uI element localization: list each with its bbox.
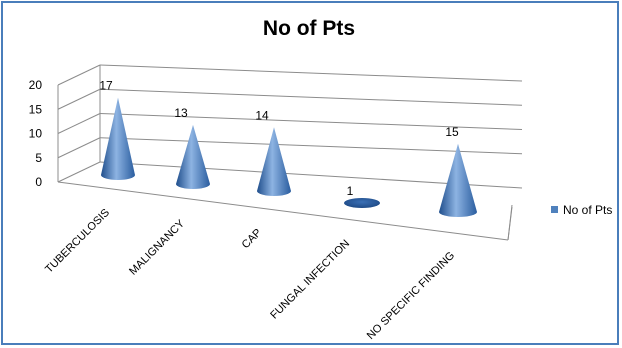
y-tick-label: 20	[29, 78, 43, 92]
gridline	[99, 113, 523, 130]
data-label: 1	[347, 184, 354, 198]
legend-label: No of Pts	[563, 203, 612, 217]
y-tick-label: 0	[35, 175, 42, 189]
data-label: 15	[445, 125, 459, 139]
x-tick-label: FUNGAL INFECTION	[268, 238, 352, 322]
floor-right-edge-2	[507, 206, 513, 241]
gridline	[99, 88, 523, 106]
gridline	[99, 64, 523, 82]
cone-bar	[257, 127, 291, 196]
y-tick-label: 5	[35, 151, 42, 165]
cone-body	[439, 143, 477, 217]
data-label: 13	[174, 106, 188, 120]
data-label: 14	[255, 108, 269, 122]
x-axis-line	[57, 181, 509, 241]
gridline-side	[57, 137, 101, 159]
chart-title: No of Pts	[262, 17, 356, 40]
y-tick-label: 15	[29, 102, 43, 116]
gridline	[99, 137, 523, 155]
x-tick-label: NO SPECIFIC FINDING	[365, 250, 457, 342]
gridline-side	[57, 113, 101, 134]
cone-body	[257, 127, 291, 196]
cone-base	[344, 198, 380, 208]
gridline-side	[57, 64, 101, 86]
x-tick-label: TUBERCULOSIS	[43, 207, 112, 276]
x-tick-label: CAP	[240, 227, 264, 251]
y-tick-label: 10	[29, 127, 43, 141]
gridline-side	[57, 161, 101, 183]
cone-bar	[439, 143, 477, 217]
legend-swatch	[551, 206, 558, 213]
cone-bar	[344, 198, 380, 208]
x-tick-label: MALIGNANCY	[127, 217, 187, 277]
data-label: 17	[99, 79, 113, 93]
cone-body	[176, 124, 210, 189]
cone-bar	[101, 97, 135, 180]
gridline-side	[57, 88, 101, 110]
cone-bar	[176, 124, 210, 189]
cone-body	[101, 97, 135, 180]
